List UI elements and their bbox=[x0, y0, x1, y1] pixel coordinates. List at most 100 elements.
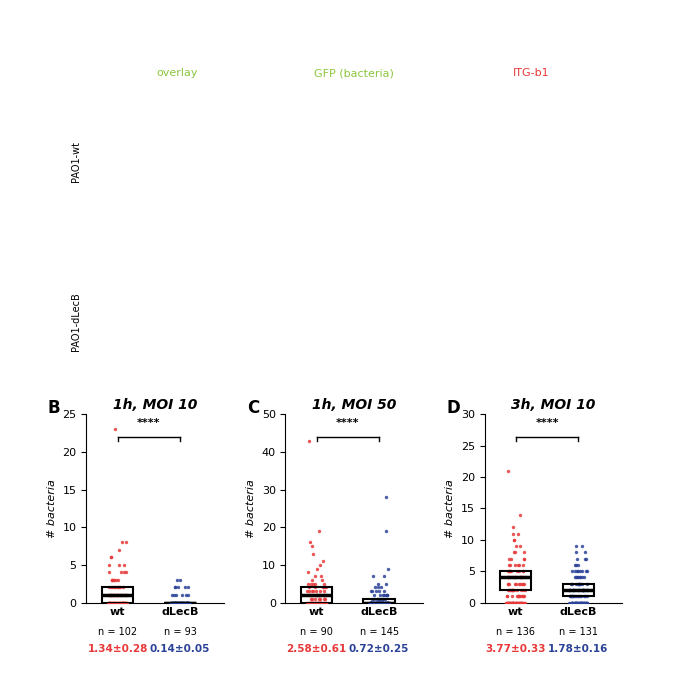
Point bbox=[515, 597, 526, 608]
Point bbox=[366, 597, 377, 608]
Point bbox=[321, 597, 332, 608]
Point bbox=[382, 597, 393, 608]
Point bbox=[115, 597, 126, 608]
Point bbox=[121, 567, 132, 578]
Text: D: D bbox=[446, 399, 460, 417]
Point bbox=[170, 597, 181, 608]
Point bbox=[310, 578, 321, 589]
Point bbox=[116, 597, 127, 608]
Point bbox=[377, 597, 388, 608]
Point bbox=[514, 541, 525, 552]
Point bbox=[117, 597, 129, 608]
Text: n = 136: n = 136 bbox=[496, 627, 536, 637]
Point bbox=[506, 584, 517, 595]
Point bbox=[113, 597, 124, 608]
Point bbox=[302, 597, 313, 608]
Point bbox=[368, 593, 379, 604]
Point bbox=[513, 597, 524, 608]
Point bbox=[513, 559, 524, 570]
Point bbox=[175, 597, 186, 608]
Point bbox=[180, 597, 191, 608]
Point bbox=[515, 597, 527, 608]
Point bbox=[171, 590, 182, 600]
Point bbox=[319, 590, 330, 600]
Point bbox=[383, 597, 394, 608]
Point bbox=[316, 571, 327, 582]
Point bbox=[104, 590, 115, 600]
Point bbox=[573, 597, 584, 608]
Point bbox=[510, 597, 521, 608]
Point bbox=[113, 582, 124, 593]
Point bbox=[518, 566, 529, 577]
Point bbox=[507, 584, 518, 595]
Point bbox=[105, 597, 116, 608]
Point bbox=[508, 522, 519, 533]
Point bbox=[509, 578, 520, 589]
Point bbox=[371, 597, 382, 608]
Point bbox=[373, 597, 384, 608]
Point bbox=[574, 597, 585, 608]
Point bbox=[513, 566, 524, 577]
Point bbox=[514, 572, 525, 583]
Point bbox=[502, 572, 513, 583]
Point bbox=[307, 586, 318, 596]
Point bbox=[379, 597, 390, 608]
Point bbox=[508, 572, 519, 583]
Point bbox=[377, 597, 388, 608]
Point bbox=[316, 575, 328, 586]
Point bbox=[365, 597, 376, 608]
Point bbox=[518, 591, 529, 602]
Point bbox=[378, 571, 389, 582]
Point bbox=[318, 582, 329, 593]
Point bbox=[374, 597, 385, 608]
Point bbox=[578, 597, 589, 608]
Point bbox=[368, 597, 379, 608]
Point bbox=[180, 597, 191, 608]
Point bbox=[180, 597, 191, 608]
Point bbox=[377, 597, 388, 608]
Point bbox=[507, 584, 518, 595]
Point bbox=[571, 597, 583, 608]
Point bbox=[182, 597, 193, 608]
Point bbox=[519, 553, 530, 564]
Point bbox=[374, 597, 385, 608]
Point bbox=[303, 586, 314, 596]
Point bbox=[502, 597, 513, 608]
Point bbox=[167, 597, 178, 608]
Point bbox=[178, 597, 189, 608]
Point bbox=[572, 578, 583, 589]
Point bbox=[573, 597, 584, 608]
Point bbox=[110, 597, 121, 608]
Point bbox=[104, 559, 115, 570]
Point bbox=[167, 597, 178, 608]
Point bbox=[304, 590, 315, 600]
Point bbox=[182, 597, 193, 608]
Point bbox=[315, 597, 326, 608]
Point bbox=[566, 597, 577, 608]
Point bbox=[182, 597, 193, 608]
Point bbox=[373, 597, 384, 608]
Point bbox=[365, 597, 376, 608]
Point bbox=[319, 586, 330, 596]
Point bbox=[575, 597, 586, 608]
Point bbox=[383, 597, 394, 608]
Point bbox=[372, 597, 383, 608]
Point bbox=[576, 597, 587, 608]
Point bbox=[315, 597, 326, 608]
Point bbox=[517, 597, 528, 608]
Point bbox=[516, 578, 527, 589]
Point bbox=[380, 597, 391, 608]
Point bbox=[504, 559, 515, 570]
Point bbox=[376, 597, 387, 608]
Point bbox=[570, 597, 581, 608]
Point bbox=[178, 597, 189, 608]
Point bbox=[582, 578, 593, 589]
Point bbox=[117, 582, 129, 593]
Point bbox=[310, 597, 321, 608]
Point bbox=[373, 586, 384, 596]
Point bbox=[110, 582, 121, 593]
Point bbox=[567, 597, 578, 608]
Point bbox=[368, 571, 379, 582]
Point bbox=[368, 597, 379, 608]
Point bbox=[108, 597, 120, 608]
